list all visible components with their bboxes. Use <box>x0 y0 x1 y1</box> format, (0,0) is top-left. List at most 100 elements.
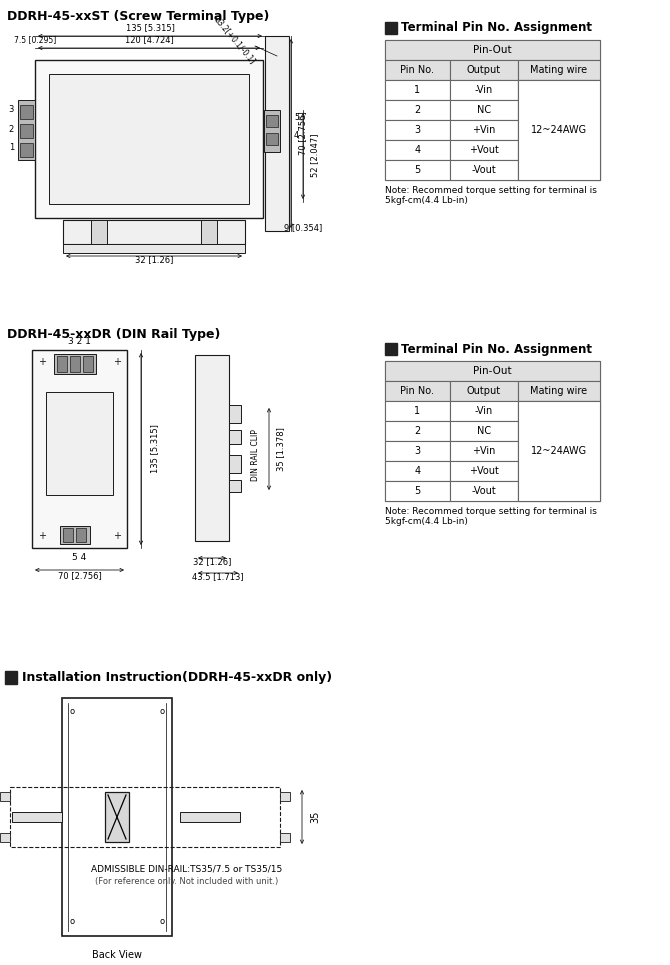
Bar <box>63 528 73 542</box>
Circle shape <box>111 530 123 542</box>
Bar <box>266 115 278 127</box>
Text: 52 [2.047]: 52 [2.047] <box>310 133 320 177</box>
Circle shape <box>157 917 167 927</box>
Bar <box>518 140 600 160</box>
Bar <box>83 356 93 372</box>
Bar <box>0 833 10 842</box>
Text: -Vin: -Vin <box>475 406 493 416</box>
Text: 70 [2.756]: 70 [2.756] <box>58 571 101 580</box>
Bar <box>385 461 450 481</box>
Text: Mating wire: Mating wire <box>531 386 588 396</box>
Bar <box>385 361 600 501</box>
Text: Pin-Out: Pin-Out <box>473 366 512 376</box>
Text: 4: 4 <box>294 131 299 141</box>
Bar <box>35 60 263 218</box>
Bar <box>518 481 600 501</box>
Text: -Vout: -Vout <box>472 486 496 496</box>
Text: 3: 3 <box>415 446 421 456</box>
Text: -Vin: -Vin <box>475 85 493 95</box>
Text: 32 [1.26]: 32 [1.26] <box>193 557 231 566</box>
Text: o: o <box>70 918 74 926</box>
Bar <box>385 60 450 80</box>
Bar <box>385 40 600 60</box>
Circle shape <box>67 707 77 717</box>
Text: +Vout: +Vout <box>469 145 499 155</box>
Text: 5 4: 5 4 <box>72 553 86 562</box>
Text: -Vout: -Vout <box>472 165 496 175</box>
Ellipse shape <box>21 813 29 820</box>
Bar <box>518 80 600 100</box>
Bar <box>70 356 80 372</box>
Text: Note: Recommed torque setting for terminal is
5kgf-cm(4.4 Lb-in): Note: Recommed torque setting for termin… <box>385 507 597 526</box>
Bar <box>450 401 518 421</box>
Bar <box>60 526 90 544</box>
Text: DDRH-45-xxDR (DIN Rail Type): DDRH-45-xxDR (DIN Rail Type) <box>7 328 220 341</box>
Text: 2: 2 <box>9 124 14 133</box>
Bar <box>264 110 280 152</box>
Bar <box>266 133 278 145</box>
Bar <box>518 401 600 421</box>
Text: 2: 2 <box>414 426 421 436</box>
Ellipse shape <box>36 813 46 820</box>
Bar <box>518 160 600 180</box>
Text: o: o <box>70 707 74 716</box>
Text: 5: 5 <box>294 114 299 123</box>
Bar <box>265 36 289 231</box>
Bar <box>54 354 96 374</box>
Text: 3: 3 <box>9 105 14 115</box>
Bar <box>450 120 518 140</box>
Circle shape <box>157 707 167 717</box>
Text: +Vin: +Vin <box>472 125 496 135</box>
Circle shape <box>111 356 123 368</box>
Bar <box>10 787 280 847</box>
Bar <box>201 220 217 244</box>
Text: (For reference only. Not included with unit.): (For reference only. Not included with u… <box>95 877 279 886</box>
Text: 35: 35 <box>310 811 320 823</box>
Bar <box>5 671 17 684</box>
Bar <box>450 441 518 461</box>
Text: 3: 3 <box>415 125 421 135</box>
Bar <box>518 100 600 120</box>
Bar <box>385 343 397 355</box>
Bar <box>385 361 600 381</box>
Bar <box>450 421 518 441</box>
Text: Pin No.: Pin No. <box>401 65 435 75</box>
Text: 43.5 [1.713]: 43.5 [1.713] <box>192 572 244 581</box>
Bar <box>450 140 518 160</box>
Bar <box>385 441 450 461</box>
Bar <box>280 833 290 842</box>
Text: +: + <box>113 357 121 367</box>
Text: 135 [5.315]: 135 [5.315] <box>151 425 159 474</box>
Text: 4: 4 <box>415 466 421 476</box>
Bar <box>0 792 10 801</box>
Text: DIN RAIL CLIP: DIN RAIL CLIP <box>251 429 259 481</box>
Text: Terminal Pin No. Assignment: Terminal Pin No. Assignment <box>401 343 592 355</box>
Text: 5: 5 <box>414 486 421 496</box>
Text: Installation Instruction(DDRH-45-xxDR only): Installation Instruction(DDRH-45-xxDR on… <box>22 671 332 684</box>
Bar <box>18 100 35 160</box>
Bar <box>450 160 518 180</box>
Text: DDRH-45-xxST (Screw Terminal Type): DDRH-45-xxST (Screw Terminal Type) <box>7 10 269 23</box>
Bar <box>180 812 240 822</box>
Text: 3 2 1: 3 2 1 <box>68 337 91 345</box>
Text: 9 [0.354]: 9 [0.354] <box>284 224 322 233</box>
Ellipse shape <box>210 813 220 820</box>
Text: Terminal Pin No. Assignment: Terminal Pin No. Assignment <box>401 21 592 35</box>
Bar <box>229 405 241 423</box>
Bar <box>450 60 518 80</box>
Circle shape <box>38 203 50 215</box>
Text: ADMISSIBLE DIN-RAIL:TS35/7.5 or TS35/15: ADMISSIBLE DIN-RAIL:TS35/7.5 or TS35/15 <box>91 865 283 874</box>
Bar <box>385 381 450 401</box>
Circle shape <box>36 530 48 542</box>
Bar <box>32 350 127 548</box>
Ellipse shape <box>190 813 200 820</box>
Bar <box>195 355 229 541</box>
Text: +Vout: +Vout <box>469 466 499 476</box>
Circle shape <box>67 917 77 927</box>
Bar <box>20 143 33 157</box>
Bar <box>385 40 600 180</box>
Bar <box>518 381 600 401</box>
Bar <box>105 792 129 842</box>
Bar <box>518 421 600 441</box>
Bar <box>229 480 241 492</box>
